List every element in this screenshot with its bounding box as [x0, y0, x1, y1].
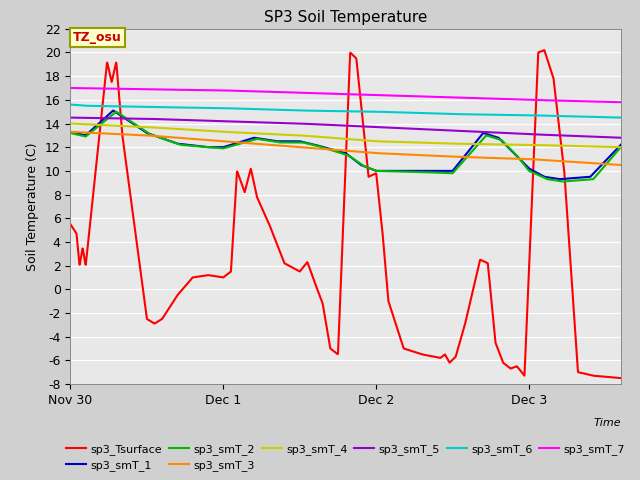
Line: sp3_smT_5: sp3_smT_5	[70, 118, 621, 138]
sp3_smT_3	[601, 161, 609, 167]
sp3_smT_2	[67, 130, 74, 136]
sp3_smT_1	[500, 141, 508, 146]
sp3_smT_5	[67, 115, 74, 120]
sp3_smT_3	[500, 156, 508, 161]
sp3_smT_1	[601, 158, 609, 164]
sp3_smT_2	[320, 145, 328, 151]
sp3_smT_1	[109, 108, 117, 113]
sp3_smT_7	[319, 91, 327, 96]
sp3_Tsurface	[601, 374, 609, 380]
sp3_smT_1	[95, 121, 102, 127]
sp3_smT_4	[601, 144, 609, 150]
sp3_Tsurface	[319, 305, 327, 311]
sp3_smT_2	[113, 109, 120, 115]
sp3_smT_3	[67, 129, 74, 135]
sp3_smT_2	[602, 162, 609, 168]
sp3_Tsurface	[500, 360, 508, 366]
Line: sp3_smT_2: sp3_smT_2	[70, 112, 621, 181]
sp3_smT_6	[601, 114, 609, 120]
sp3_smT_4	[601, 144, 609, 150]
sp3_smT_7	[601, 99, 609, 105]
sp3_smT_2	[617, 144, 625, 150]
sp3_Tsurface	[67, 221, 74, 227]
sp3_Tsurface	[617, 375, 625, 381]
sp3_smT_7	[334, 91, 342, 97]
sp3_smT_4	[334, 135, 342, 141]
sp3_smT_3	[601, 161, 609, 167]
sp3_smT_5	[95, 115, 102, 121]
sp3_smT_6	[67, 102, 74, 108]
sp3_smT_1	[617, 142, 625, 148]
sp3_smT_6	[334, 108, 342, 114]
sp3_smT_6	[617, 115, 625, 120]
sp3_smT_1	[320, 144, 328, 150]
sp3_smT_2	[95, 123, 102, 129]
sp3_Tsurface	[334, 350, 342, 356]
sp3_smT_5	[601, 134, 609, 140]
sp3_smT_1	[67, 129, 74, 135]
sp3_Tsurface	[601, 374, 609, 380]
Line: sp3_smT_1: sp3_smT_1	[70, 110, 621, 179]
sp3_smT_6	[95, 103, 102, 109]
sp3_smT_5	[319, 122, 327, 128]
sp3_smT_7	[67, 85, 74, 91]
sp3_smT_1	[335, 148, 342, 154]
sp3_Tsurface	[540, 47, 548, 53]
sp3_smT_3	[95, 130, 102, 136]
sp3_smT_5	[617, 135, 625, 141]
Line: sp3_Tsurface: sp3_Tsurface	[70, 50, 621, 378]
sp3_smT_4	[500, 142, 508, 147]
sp3_smT_6	[500, 112, 508, 118]
sp3_smT_6	[319, 108, 327, 114]
sp3_smT_1	[556, 176, 563, 182]
sp3_smT_7	[95, 85, 102, 91]
sp3_smT_2	[500, 140, 508, 145]
sp3_smT_4	[95, 122, 102, 128]
Y-axis label: Soil Temperature (C): Soil Temperature (C)	[26, 142, 39, 271]
Line: sp3_smT_7: sp3_smT_7	[70, 88, 621, 102]
sp3_smT_7	[617, 99, 625, 105]
sp3_Tsurface	[95, 141, 102, 147]
sp3_smT_5	[601, 134, 609, 140]
sp3_smT_5	[334, 122, 342, 128]
sp3_smT_3	[617, 162, 625, 168]
sp3_smT_2	[559, 179, 566, 184]
sp3_smT_2	[335, 149, 342, 155]
sp3_smT_3	[319, 146, 327, 152]
sp3_smT_7	[601, 99, 609, 105]
Text: TZ_osu: TZ_osu	[73, 31, 122, 44]
Line: sp3_smT_3: sp3_smT_3	[70, 132, 621, 165]
sp3_smT_6	[601, 114, 609, 120]
Text: Time: Time	[593, 418, 621, 428]
Line: sp3_smT_6: sp3_smT_6	[70, 105, 621, 118]
sp3_smT_5	[500, 130, 508, 136]
Legend: sp3_Tsurface, sp3_smT_1, sp3_smT_2, sp3_smT_3, sp3_smT_4, sp3_smT_5, sp3_smT_6, : sp3_Tsurface, sp3_smT_1, sp3_smT_2, sp3_…	[61, 439, 630, 476]
sp3_smT_3	[334, 147, 342, 153]
sp3_smT_4	[319, 134, 327, 140]
sp3_smT_2	[601, 163, 609, 168]
Line: sp3_smT_4: sp3_smT_4	[70, 123, 621, 147]
sp3_smT_4	[617, 144, 625, 150]
sp3_smT_1	[602, 158, 609, 164]
sp3_smT_4	[67, 120, 74, 126]
Title: SP3 Soil Temperature: SP3 Soil Temperature	[264, 10, 428, 25]
sp3_smT_7	[500, 96, 508, 102]
